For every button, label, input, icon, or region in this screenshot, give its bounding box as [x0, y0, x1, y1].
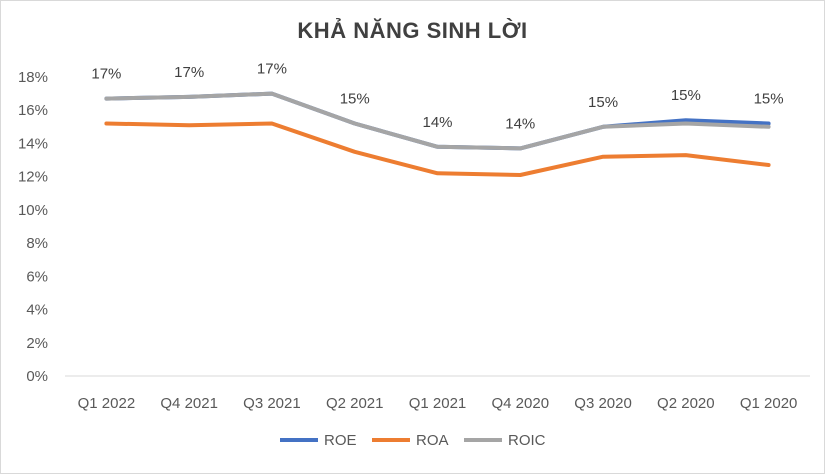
- y-tick-label: 14%: [18, 135, 48, 152]
- x-tick-label: Q3 2021: [243, 395, 301, 412]
- x-tick-label: Q1 2020: [740, 395, 798, 412]
- x-tick-label: Q3 2020: [574, 395, 632, 412]
- x-tick-label: Q1 2021: [409, 395, 467, 412]
- data-label: 15%: [588, 94, 618, 111]
- data-label: 15%: [754, 91, 784, 108]
- x-tick-label: Q2 2021: [326, 395, 384, 412]
- x-tick-label: Q2 2020: [657, 395, 715, 412]
- y-tick-label: 8%: [26, 235, 48, 252]
- legend-label-roic: ROIC: [508, 432, 546, 449]
- y-tick-label: 10%: [18, 202, 48, 219]
- data-label: 15%: [671, 87, 701, 104]
- y-tick-label: 18%: [18, 69, 48, 86]
- y-tick-label: 4%: [26, 302, 48, 319]
- y-tick-label: 2%: [26, 335, 48, 352]
- data-label: 15%: [340, 91, 370, 108]
- legend-label-roa: ROA: [416, 432, 449, 449]
- data-label: 17%: [91, 66, 121, 83]
- y-tick-label: 12%: [18, 169, 48, 186]
- data-label: 17%: [174, 64, 204, 81]
- y-tick-label: 0%: [26, 368, 48, 385]
- data-label: 14%: [505, 115, 535, 132]
- y-tick-label: 6%: [26, 268, 48, 285]
- x-tick-label: Q4 2021: [160, 395, 218, 412]
- legend-label-roe: ROE: [324, 432, 357, 449]
- x-tick-label: Q4 2020: [492, 395, 550, 412]
- y-tick-label: 16%: [18, 102, 48, 119]
- series-line-roic: [104, 91, 771, 151]
- data-label: 17%: [257, 61, 287, 78]
- chart-title: KHẢ NĂNG SINH LỜI: [297, 18, 528, 43]
- series-line-roa: [104, 121, 771, 177]
- data-label: 14%: [422, 114, 452, 131]
- x-tick-label: Q1 2022: [78, 395, 136, 412]
